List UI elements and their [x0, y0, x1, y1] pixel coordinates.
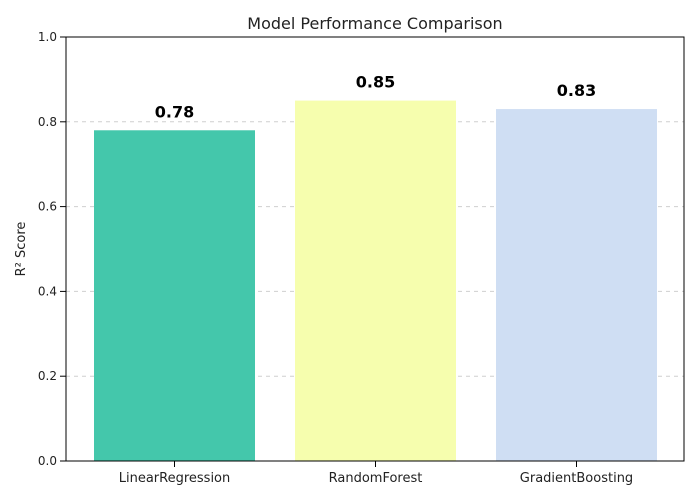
y-tick-label: 0.6 — [38, 200, 57, 214]
bar-value-label: 0.85 — [356, 73, 395, 92]
plot-frame — [65, 36, 685, 462]
x-tick-label: RandomForest — [329, 471, 423, 486]
y-tick-label: 0.8 — [38, 115, 57, 129]
y-axis-label: R² Score — [14, 222, 29, 277]
bar-value-labels: 0.78 0.85 0.83 — [155, 73, 596, 122]
axis-ticks: 0.0 0.2 0.4 0.6 0.8 1.0 LinearRegression Random… — [38, 30, 633, 486]
bar-value-label: 0.83 — [557, 81, 596, 100]
bars — [94, 100, 657, 461]
bar-value-label: 0.78 — [155, 102, 194, 121]
bar — [295, 100, 456, 461]
y-tick-label: 1.0 — [38, 30, 57, 44]
x-tick-label: GradientBoosting — [520, 471, 633, 486]
y-tick-label: 0.0 — [38, 454, 57, 468]
x-tick-label: LinearRegression — [119, 471, 231, 486]
y-tick-label: 0.4 — [38, 284, 57, 298]
chart-title: Model Performance Comparison — [247, 14, 502, 33]
bar — [496, 109, 657, 461]
y-tick-label: 0.2 — [38, 369, 57, 383]
bar — [94, 130, 255, 461]
